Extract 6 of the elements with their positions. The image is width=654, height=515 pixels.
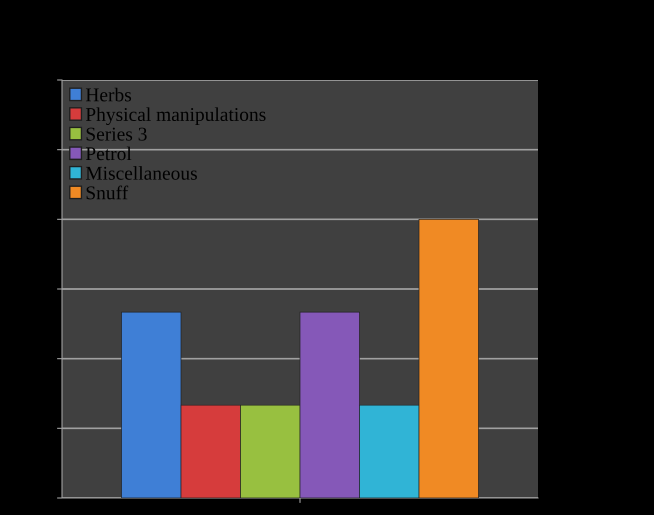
legend-label: Series 3 [86, 128, 147, 141]
legend-label: Miscellaneous [86, 166, 197, 180]
legend-label: Herbs [86, 88, 132, 102]
legend-label: Petrol [86, 146, 132, 160]
legend-label: Snuff [86, 186, 128, 200]
legend-label: Physical manipulations [86, 107, 266, 126]
